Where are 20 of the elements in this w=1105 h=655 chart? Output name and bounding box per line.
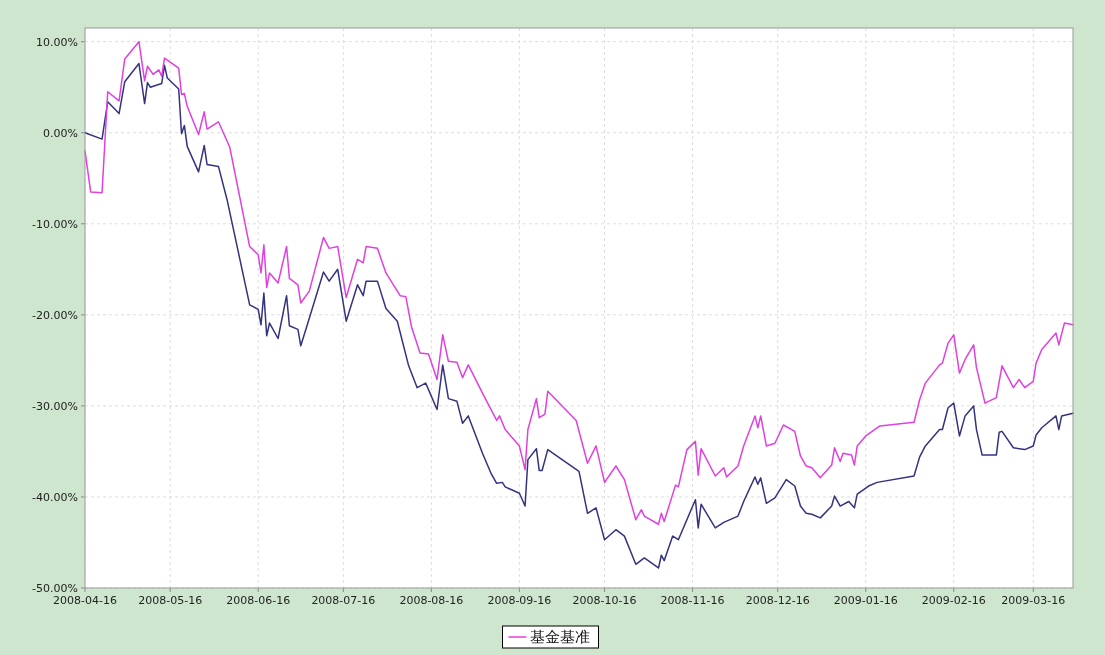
x-tick-label: 2009-02-16 <box>921 594 986 607</box>
x-tick-label: 2008-07-16 <box>311 594 376 607</box>
x-tick-label: 2008-04-16 <box>53 594 117 607</box>
y-tick-label: -40.00% <box>32 490 78 504</box>
x-tick-label: 2009-03-16 <box>1001 594 1066 607</box>
y-tick-label: 10.00% <box>36 35 78 49</box>
y-tick-label: -10.00% <box>32 217 78 231</box>
y-tick-label: -30.00% <box>32 399 78 413</box>
y-tick-label: -50.00% <box>32 582 78 595</box>
x-tick-label: 2008-08-16 <box>399 594 464 607</box>
x-tick-label: 2008-06-16 <box>226 594 291 607</box>
x-tick-label: 2009-01-16 <box>833 594 898 607</box>
x-tick-label: 2008-05-16 <box>138 594 203 607</box>
x-tick-label: 2008-12-16 <box>745 594 810 607</box>
y-tick-label: 0.00% <box>43 126 78 140</box>
y-tick-label: -20.00% <box>32 308 78 322</box>
legend-label: 基金基准 <box>529 628 590 646</box>
x-tick-label: 2008-10-16 <box>572 594 637 607</box>
x-tick-label: 2008-09-16 <box>487 594 552 607</box>
x-tick-label: 2008-11-16 <box>660 594 725 607</box>
